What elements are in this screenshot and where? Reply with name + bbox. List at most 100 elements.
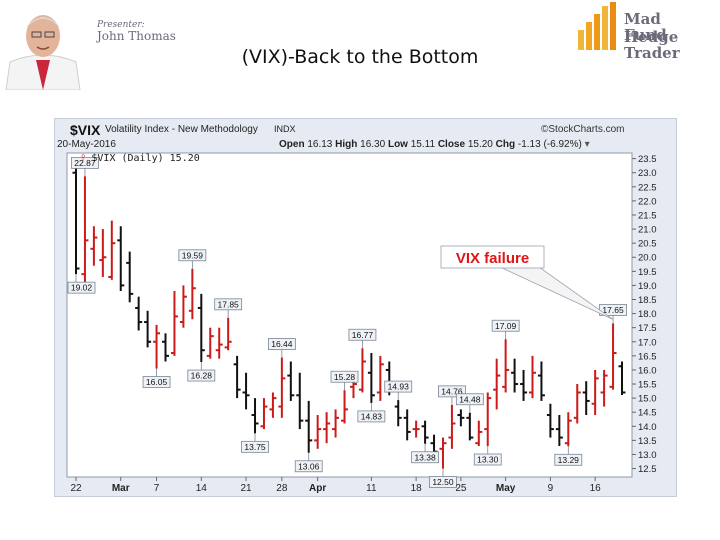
y-tick-label: 12.5 bbox=[638, 464, 657, 475]
price-callout-label: 16.05 bbox=[146, 377, 168, 387]
y-tick-label: 15.0 bbox=[638, 394, 657, 405]
ohlc-bar bbox=[224, 317, 232, 351]
price-callout: 19.59 bbox=[178, 249, 207, 269]
price-callout-label: 13.75 bbox=[244, 442, 266, 452]
ohlc-chart: 22.8719.0219.5916.0517.8516.2816.4413.75… bbox=[66, 152, 657, 494]
ohlc-bar bbox=[403, 409, 411, 441]
chg-value: -1.13 (-6.92%) bbox=[517, 139, 582, 150]
price-callout-label: 16.44 bbox=[271, 339, 293, 349]
price-callout-box bbox=[267, 338, 296, 350]
ohlc-bar bbox=[72, 167, 80, 275]
price-callout-label: 22.87 bbox=[74, 158, 96, 168]
price-callout: 14.93 bbox=[384, 380, 413, 401]
ohlc-bar bbox=[609, 323, 617, 390]
y-tick-label: 21.0 bbox=[638, 225, 657, 236]
y-tick-label: 18.5 bbox=[638, 295, 657, 306]
price-callout-box bbox=[455, 393, 484, 406]
ohlc-bar bbox=[582, 381, 590, 416]
price-callout-box bbox=[429, 476, 457, 488]
chart-source: ©StockCharts.com bbox=[541, 124, 625, 135]
ohlc-bar bbox=[484, 392, 492, 447]
price-callout-box bbox=[491, 319, 520, 332]
annotation-box bbox=[440, 245, 545, 269]
close-value: 15.20 bbox=[467, 139, 493, 150]
price-callout-label: 15.28 bbox=[334, 372, 356, 382]
price-callout-label: 13.29 bbox=[558, 455, 580, 465]
y-tick-label: 14.0 bbox=[638, 422, 657, 433]
price-callout: 22.87 bbox=[71, 156, 99, 177]
y-tick-label: 14.5 bbox=[638, 408, 657, 419]
price-callout-box bbox=[214, 298, 243, 311]
price-callout: 14.83 bbox=[357, 402, 386, 423]
quote-line: Open 16.13 High 16.30 Low 15.11 Close 15… bbox=[279, 139, 590, 150]
ohlc-bar bbox=[439, 437, 447, 469]
price-callout-label: 17.09 bbox=[495, 321, 517, 331]
ohlc-bar bbox=[591, 369, 599, 416]
ohlc-bar bbox=[367, 353, 375, 403]
y-tick-label: 19.5 bbox=[638, 267, 657, 278]
x-tick-label: 7 bbox=[154, 483, 160, 494]
price-callout-label: 19.02 bbox=[71, 283, 93, 293]
y-tick-label: 20.0 bbox=[638, 253, 657, 264]
price-callout-box bbox=[178, 249, 207, 262]
price-callout-label: 14.48 bbox=[459, 394, 481, 404]
x-tick-label: 28 bbox=[276, 483, 288, 494]
ohlc-bar bbox=[260, 398, 268, 430]
price-callout: 13.06 bbox=[294, 452, 323, 473]
y-tick-label: 23.0 bbox=[638, 168, 657, 179]
price-callout: 16.77 bbox=[348, 328, 377, 349]
ohlc-bar bbox=[117, 226, 125, 292]
ohlc-bar bbox=[135, 296, 143, 331]
ohlc-bar bbox=[242, 372, 250, 410]
ohlc-bar bbox=[502, 339, 510, 393]
ohlc-bar bbox=[528, 355, 536, 399]
ohlc-bar bbox=[99, 229, 107, 277]
chart-date: 20-May-2016 bbox=[57, 139, 116, 150]
y-tick-label: 22.5 bbox=[638, 182, 657, 193]
ohlc-bar bbox=[314, 415, 322, 449]
price-callout-label: 19.59 bbox=[182, 250, 204, 260]
annotation-vix-failure: VIX failure bbox=[440, 245, 614, 320]
price-callout-box bbox=[348, 328, 377, 341]
x-tick-label: 16 bbox=[590, 483, 602, 494]
ohlc-bar bbox=[394, 400, 402, 427]
ohlc-bar bbox=[144, 310, 152, 348]
price-callout: 13.29 bbox=[554, 446, 583, 466]
ohlc-bar bbox=[90, 226, 98, 266]
y-tick-label: 18.0 bbox=[638, 309, 657, 320]
chart-legend: ⫯ $VIX (Daily) 15.20 bbox=[81, 153, 200, 164]
chart-index-name: Volatility Index - New Methodology bbox=[105, 124, 258, 135]
ohlc-bar bbox=[412, 420, 420, 438]
ohlc-bar bbox=[448, 404, 456, 449]
price-callout-box bbox=[554, 453, 583, 466]
ohlc-bar bbox=[475, 420, 483, 447]
legend-ohlc-icon: ⫯ bbox=[81, 153, 86, 164]
ohlc-bar bbox=[323, 412, 331, 444]
low-value: 15.11 bbox=[410, 139, 436, 150]
chg-label: Chg bbox=[495, 139, 516, 150]
ohlc-bar bbox=[457, 409, 465, 427]
ohlc-bar bbox=[233, 355, 241, 399]
x-tick-label: Apr bbox=[309, 483, 326, 494]
price-callout-box bbox=[357, 410, 386, 423]
x-tick-label: 9 bbox=[548, 483, 554, 494]
y-tick-label: 21.5 bbox=[638, 210, 657, 221]
x-tick-label: 18 bbox=[411, 483, 423, 494]
chg-dropdown-icon[interactable]: ▾ bbox=[584, 139, 590, 150]
price-callout-box bbox=[384, 380, 413, 393]
price-callout-box bbox=[187, 369, 216, 382]
y-tick-label: 13.5 bbox=[638, 436, 657, 447]
ohlc-bar bbox=[81, 176, 89, 283]
annotation-text: VIX failure bbox=[456, 250, 529, 267]
open-label: Open bbox=[279, 139, 305, 150]
price-callout-label: 13.38 bbox=[414, 452, 436, 462]
y-tick-label: 23.5 bbox=[638, 154, 657, 165]
ohlc-bar bbox=[305, 400, 313, 453]
price-callout: 16.05 bbox=[142, 368, 171, 388]
price-callout: 14.76 bbox=[438, 385, 466, 405]
ohlc-bar bbox=[376, 355, 384, 401]
price-callout: 15.28 bbox=[330, 370, 359, 391]
y-tick-label: 19.0 bbox=[638, 281, 657, 292]
price-callout-box bbox=[294, 460, 323, 473]
price-callout-box bbox=[438, 385, 466, 398]
